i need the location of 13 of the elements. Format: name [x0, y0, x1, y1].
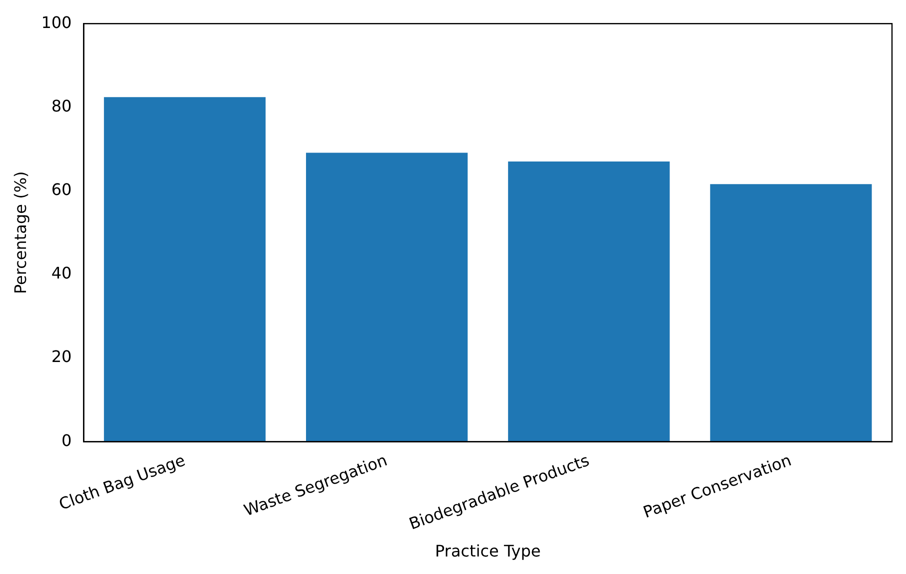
y-tick-label: 40: [51, 264, 72, 283]
y-tick-label: 100: [41, 12, 72, 32]
x-axis-title: Practice Type: [434, 542, 541, 561]
y-tick-label: 80: [51, 96, 72, 116]
bar: [306, 152, 468, 442]
y-tick-label: 60: [51, 180, 72, 199]
bar: [104, 97, 266, 442]
bar: [710, 184, 872, 442]
bar: [508, 162, 670, 442]
y-tick-label: 0: [62, 430, 72, 450]
x-tick-label: Cloth Bag Usage: [56, 450, 188, 514]
y-tick-label: 20: [51, 347, 72, 366]
y-axis-title: Percentage (%): [10, 171, 30, 294]
